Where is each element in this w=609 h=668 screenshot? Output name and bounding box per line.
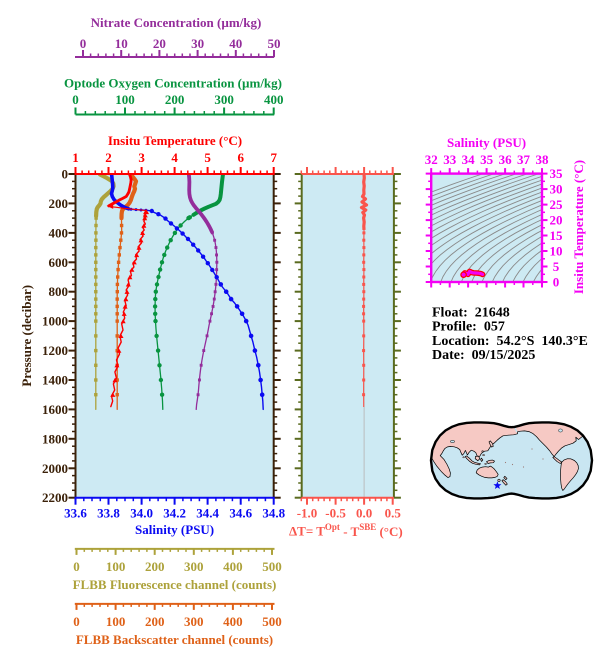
svg-text:0: 0	[72, 92, 79, 107]
svg-text:30: 30	[191, 36, 204, 51]
svg-text:100: 100	[106, 559, 126, 574]
svg-text:Date: 09/15/2025: Date: 09/15/2025	[432, 348, 535, 363]
svg-text:34.4: 34.4	[196, 506, 219, 521]
svg-text:34.2: 34.2	[163, 506, 186, 521]
svg-text:0: 0	[73, 614, 80, 629]
svg-text:0: 0	[62, 167, 69, 182]
svg-text:40: 40	[229, 36, 242, 51]
svg-text:300: 300	[184, 559, 204, 574]
svg-text:Pressure (decibar): Pressure (decibar)	[19, 285, 34, 387]
svg-text:500: 500	[262, 614, 282, 629]
svg-text:20: 20	[550, 213, 563, 228]
svg-text:1000: 1000	[42, 314, 68, 329]
svg-text:2200: 2200	[42, 490, 68, 505]
svg-text:200: 200	[49, 196, 69, 211]
svg-text:0: 0	[73, 559, 80, 574]
svg-text:34.8: 34.8	[262, 506, 285, 521]
svg-text:Optode Oxygen Concentration (µ: Optode Oxygen Concentration (µm/kg)	[64, 76, 282, 91]
svg-text:2000: 2000	[42, 461, 68, 476]
svg-text:1400: 1400	[42, 373, 68, 388]
svg-text:500: 500	[262, 559, 282, 574]
svg-text:2: 2	[105, 150, 112, 165]
svg-text:1200: 1200	[42, 343, 68, 358]
svg-text:4: 4	[171, 150, 178, 165]
svg-text:Insitu Temperature (°C): Insitu Temperature (°C)	[571, 160, 586, 294]
svg-text:1: 1	[72, 150, 79, 165]
svg-text:25: 25	[550, 197, 564, 212]
svg-text:100: 100	[106, 614, 126, 629]
svg-text:34.6: 34.6	[229, 506, 252, 521]
svg-text:37: 37	[517, 152, 531, 167]
svg-text:Salinity (PSU): Salinity (PSU)	[447, 135, 526, 150]
svg-text:600: 600	[49, 255, 69, 270]
svg-text:FLBB Backscatter channel (coun: FLBB Backscatter channel (counts)	[76, 632, 273, 647]
svg-text:1600: 1600	[42, 402, 68, 417]
svg-text:400: 400	[223, 614, 243, 629]
svg-text:-0.5: -0.5	[325, 506, 346, 521]
svg-text:100: 100	[115, 92, 135, 107]
svg-text:200: 200	[165, 92, 185, 107]
svg-text:34: 34	[462, 152, 476, 167]
svg-text:0: 0	[553, 275, 560, 290]
svg-text:30: 30	[550, 182, 563, 197]
svg-text:1800: 1800	[42, 431, 68, 446]
svg-text:Location: 54.2°S 140.3°E: Location: 54.2°S 140.3°E	[432, 334, 588, 349]
svg-text:ΔT= TOpt - TSBE (°C): ΔT= TOpt - TSBE (°C)	[289, 522, 403, 539]
svg-text:38: 38	[536, 152, 550, 167]
svg-text:5: 5	[204, 150, 211, 165]
svg-text:200: 200	[145, 614, 165, 629]
svg-text:7: 7	[270, 150, 277, 165]
svg-text:36: 36	[499, 152, 513, 167]
svg-text:-1.0: -1.0	[297, 506, 318, 521]
svg-text:400: 400	[223, 559, 243, 574]
svg-text:Salinity (PSU): Salinity (PSU)	[135, 522, 214, 537]
svg-text:0.5: 0.5	[385, 506, 402, 521]
svg-text:34.0: 34.0	[130, 506, 153, 521]
svg-text:33.6: 33.6	[64, 506, 87, 521]
svg-text:10: 10	[550, 244, 563, 259]
svg-text:6: 6	[237, 150, 244, 165]
svg-text:35: 35	[480, 152, 494, 167]
svg-text:400: 400	[49, 225, 69, 240]
svg-text:50: 50	[268, 36, 281, 51]
svg-text:3: 3	[138, 150, 145, 165]
svg-text:32: 32	[425, 152, 438, 167]
svg-text:Nitrate Concentration (µm/kg): Nitrate Concentration (µm/kg)	[91, 15, 262, 30]
svg-text:35: 35	[550, 166, 564, 181]
svg-text:800: 800	[49, 284, 69, 299]
svg-text:200: 200	[145, 559, 165, 574]
svg-text:0.0: 0.0	[356, 506, 372, 521]
svg-text:10: 10	[115, 36, 128, 51]
svg-text:20: 20	[153, 36, 166, 51]
svg-text:300: 300	[184, 614, 204, 629]
svg-text:Profile: 057: Profile: 057	[432, 320, 505, 335]
svg-text:Insitu Temperature (°C): Insitu Temperature (°C)	[108, 133, 242, 148]
svg-text:Float: 21648: Float: 21648	[432, 306, 510, 321]
svg-text:300: 300	[214, 92, 234, 107]
svg-text:0: 0	[80, 36, 87, 51]
svg-text:400: 400	[264, 92, 284, 107]
svg-text:33.8: 33.8	[97, 506, 120, 521]
svg-text:FLBB Fluorescence channel (cou: FLBB Fluorescence channel (counts)	[73, 577, 277, 592]
svg-text:5: 5	[553, 259, 560, 274]
svg-text:33: 33	[443, 152, 457, 167]
svg-text:15: 15	[550, 228, 564, 243]
